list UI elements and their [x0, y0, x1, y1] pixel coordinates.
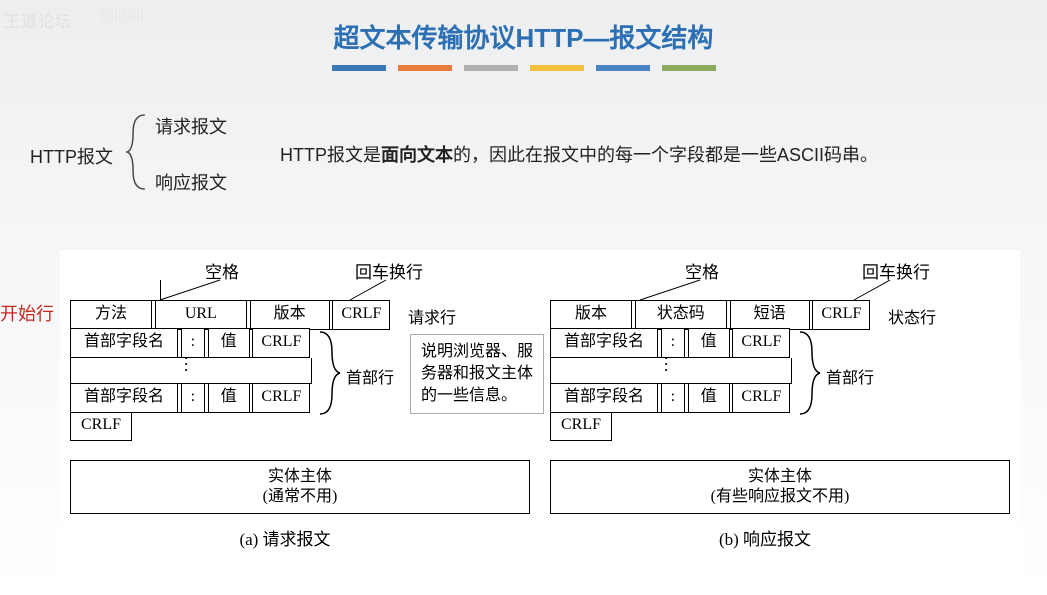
intro-request: 请求报文 [155, 113, 227, 139]
brace-icon [125, 113, 149, 191]
brace-icon [316, 330, 342, 416]
intro-left: HTTP报文 [30, 143, 113, 169]
callout-box: 说明浏览器、服 务器和报文主体 的一些信息。 [410, 334, 544, 414]
watermark-decor: bilibili [100, 6, 144, 27]
headers-label: 首部行 [346, 364, 394, 388]
start-row-label: 开始行 [0, 300, 54, 326]
request-body: 实体主体 (通常不用) [70, 460, 530, 514]
response-caption: (b) 响应报文 [550, 525, 980, 550]
title-underline [0, 65, 1047, 71]
intro-section: HTTP报文 请求报文 响应报文 HTTP报文是面向文本的，因此在报文中的每一个… [0, 111, 1047, 201]
watermark: 王道论坛 [4, 8, 72, 32]
response-body: 实体主体 (有些响应报文不用) [550, 460, 1010, 514]
brace-icon [796, 330, 822, 416]
status-line: 版本 状态码 短语 CRLF [550, 300, 870, 330]
request-line-label: 请求行 [408, 304, 456, 328]
intro-response: 响应报文 [155, 169, 227, 195]
intro-description: HTTP报文是面向文本的，因此在报文中的每一个字段都是一些ASCII码串。 [280, 141, 878, 167]
pointer-line [156, 278, 226, 302]
request-line: 方法 URL 版本 CRLF [70, 300, 390, 330]
page-title: 超文本传输协议HTTP—报文结构 [0, 0, 1047, 55]
pointer-line [850, 278, 900, 302]
status-line-label: 状态行 [888, 304, 936, 328]
request-headers: 首部字段名 : 值 CRLF … 首部字段名 : 值 CRLF CRLF [70, 330, 390, 441]
pointer-line [636, 278, 706, 302]
pointer-line [346, 278, 396, 302]
diagram-area: 空格 回车换行 方法 URL 版本 CRLF 请求行 首部字段名 : 值 [60, 250, 1020, 580]
headers-label: 首部行 [826, 364, 874, 388]
request-caption: (a) 请求报文 [70, 525, 500, 550]
response-headers: 首部字段名 : 值 CRLF … 首部字段名 : 值 CRLF CRLF [550, 330, 870, 441]
